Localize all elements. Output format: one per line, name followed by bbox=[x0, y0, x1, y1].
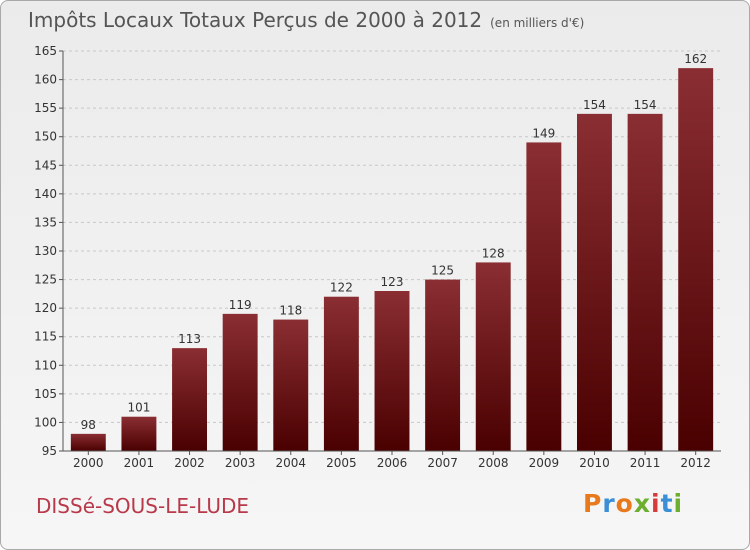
x-tick-label-2001: 2001 bbox=[124, 456, 155, 470]
y-tick-label: 145 bbox=[34, 158, 57, 172]
value-label-2000: 98 bbox=[81, 418, 96, 432]
y-tick-label: 160 bbox=[34, 73, 57, 87]
value-label-2009: 149 bbox=[532, 126, 555, 140]
proxiti-logo: Proxiti bbox=[583, 489, 683, 518]
logo-letter: o bbox=[615, 489, 634, 518]
value-label-2006: 123 bbox=[381, 275, 404, 289]
bars: 98 101 113 119 118 122 123 125 128 149 154 154 162 bbox=[70, 52, 714, 452]
bar-2010 bbox=[576, 113, 612, 451]
value-label-2011: 154 bbox=[634, 98, 657, 112]
value-label-2001: 101 bbox=[127, 401, 150, 415]
value-label-2012: 162 bbox=[684, 52, 707, 66]
logo-letter: t bbox=[660, 489, 674, 518]
value-label-2005: 122 bbox=[330, 281, 353, 295]
bar-2001 bbox=[121, 416, 157, 451]
commune-name: DISSé-SOUS-LE-LUDE bbox=[36, 494, 250, 518]
chart-title: Impôts Locaux Totaux Perçus de 2000 à 20… bbox=[28, 8, 584, 32]
x-tick-label-2012: 2012 bbox=[680, 456, 711, 470]
bar-2003 bbox=[222, 313, 258, 451]
unit-label: (en milliers d'€) bbox=[490, 16, 585, 30]
bar-2005 bbox=[323, 296, 359, 451]
axes: 95 100 105 110 115 120 125 130 135 140 145 150 155 16… bbox=[34, 44, 721, 470]
y-tick-label: 125 bbox=[34, 273, 57, 287]
y-tick-label: 105 bbox=[34, 387, 57, 401]
logo-letter: x bbox=[633, 489, 651, 518]
bar-2006 bbox=[374, 291, 410, 451]
bar-2009 bbox=[526, 142, 562, 451]
bar-2004 bbox=[273, 319, 309, 451]
x-tick-label-2008: 2008 bbox=[478, 456, 509, 470]
x-tick-label-2004: 2004 bbox=[275, 456, 306, 470]
y-tick-label: 100 bbox=[34, 415, 57, 429]
y-tick-label: 165 bbox=[34, 44, 57, 58]
y-tick-label: 150 bbox=[34, 130, 57, 144]
logo-letter: P bbox=[583, 489, 603, 518]
y-tick-label: 130 bbox=[34, 244, 57, 258]
x-tick-label-2006: 2006 bbox=[377, 456, 408, 470]
y-tick-label: 115 bbox=[34, 330, 57, 344]
bar-2008 bbox=[475, 262, 511, 451]
x-tick-label-2011: 2011 bbox=[630, 456, 661, 470]
title-text: Impôts Locaux Totaux Perçus de 2000 à 20… bbox=[28, 8, 483, 32]
bar-2000 bbox=[70, 433, 106, 451]
logo-letter: i bbox=[651, 489, 661, 518]
bar-2007 bbox=[425, 279, 461, 451]
value-label-2002: 113 bbox=[178, 332, 201, 346]
value-label-2008: 128 bbox=[482, 246, 505, 260]
x-tick-label-2007: 2007 bbox=[427, 456, 458, 470]
value-label-2007: 125 bbox=[431, 264, 454, 278]
y-tick-label: 135 bbox=[34, 215, 57, 229]
y-tick-label: 110 bbox=[34, 358, 57, 372]
x-tick-label-2005: 2005 bbox=[326, 456, 357, 470]
logo-letter: r bbox=[602, 489, 616, 518]
x-tick-label-2003: 2003 bbox=[225, 456, 256, 470]
y-tick-label: 140 bbox=[34, 187, 57, 201]
x-tick-label-2002: 2002 bbox=[174, 456, 205, 470]
logo-letter: i bbox=[673, 489, 684, 518]
bar-2002 bbox=[172, 348, 208, 451]
y-tick-label: 95 bbox=[42, 444, 57, 458]
x-tick-label-2000: 2000 bbox=[73, 456, 104, 470]
value-label-2003: 119 bbox=[229, 298, 252, 312]
x-tick-label-2009: 2009 bbox=[529, 456, 560, 470]
value-label-2004: 118 bbox=[279, 304, 302, 318]
y-tick-label: 155 bbox=[34, 101, 57, 115]
bar-2012 bbox=[678, 68, 714, 452]
x-tick-label-2010: 2010 bbox=[579, 456, 610, 470]
bar-2011 bbox=[627, 113, 663, 451]
y-tick-label: 120 bbox=[34, 301, 57, 315]
value-label-2010: 154 bbox=[583, 98, 606, 112]
